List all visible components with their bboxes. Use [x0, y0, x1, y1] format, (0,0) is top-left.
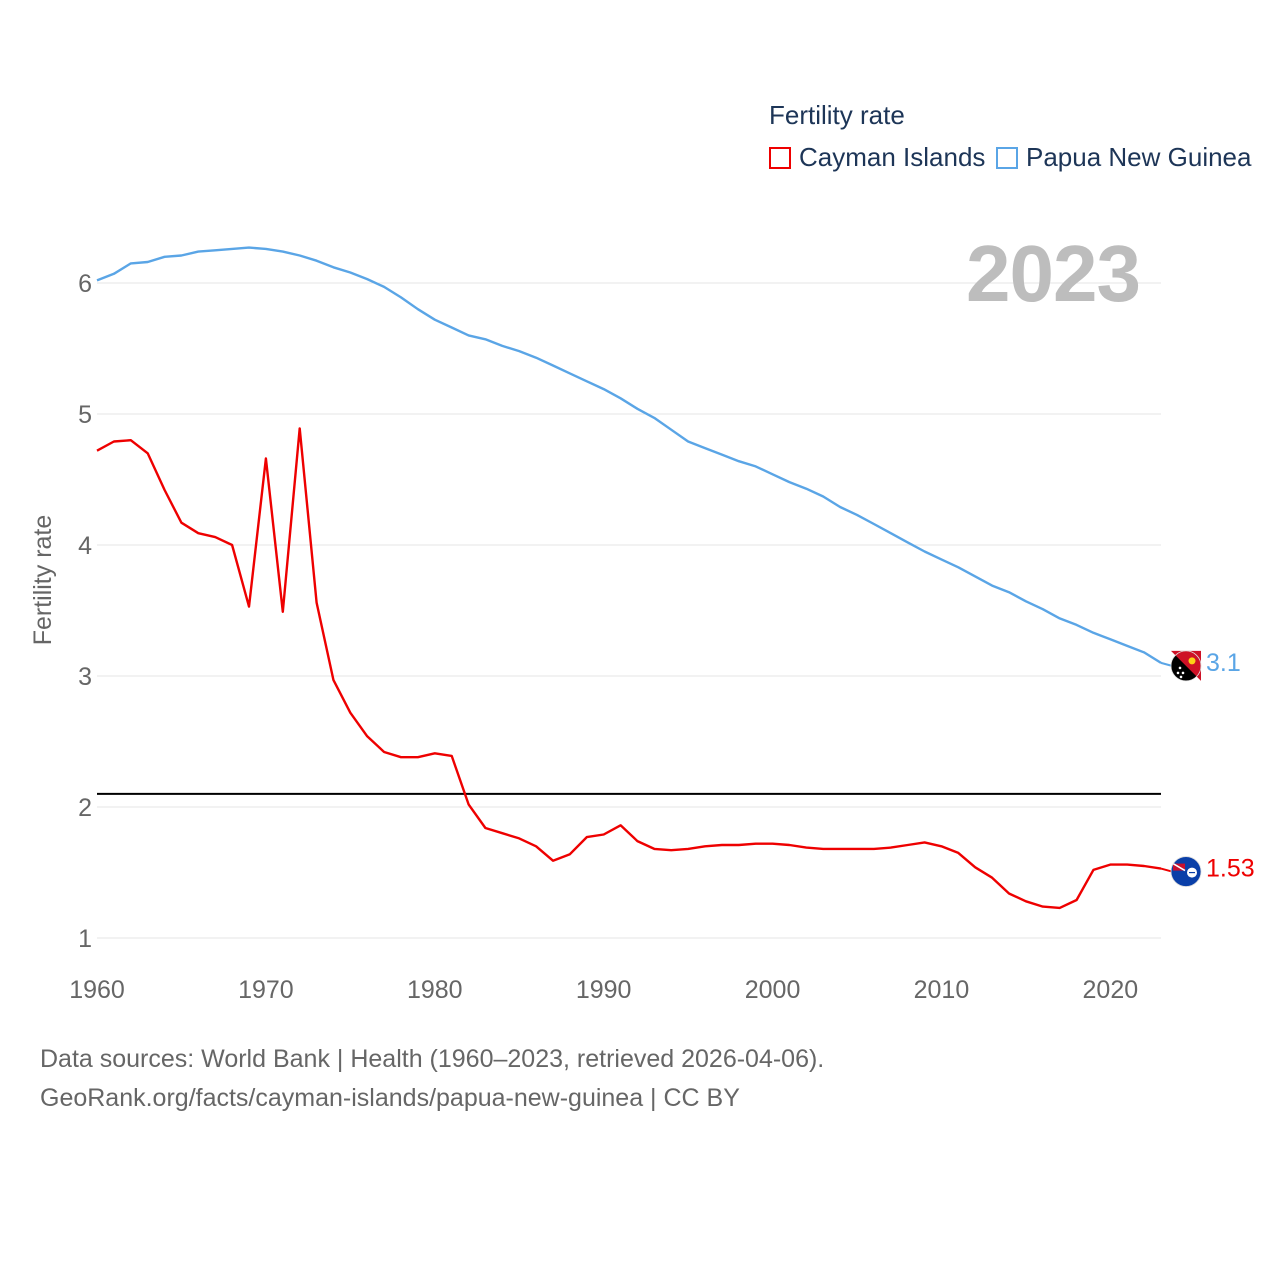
y-tick-label-5: 5	[78, 401, 92, 429]
flag-png-star-1	[1181, 671, 1185, 675]
flag-png-star-3	[1179, 675, 1183, 679]
flag-png-star-0	[1178, 666, 1182, 670]
x-tick-label-2010: 2010	[914, 976, 970, 1004]
y-axis-label: Fertility rate	[29, 515, 57, 646]
flag-outline	[1170, 856, 1202, 887]
legend-title: Fertility rate	[769, 100, 905, 130]
x-tick-label-2000: 2000	[745, 976, 801, 1004]
legend-item-papua-new-guinea[interactable]: Papua New Guinea	[996, 142, 1251, 173]
axis-ticks: 1 2 3 4 5 6 1960 1970 1980 1990 2000 2010 2020	[69, 270, 1138, 1004]
flag-cayman-islands-icon	[1170, 856, 1202, 887]
series-line-cayman-islands	[96, 427, 1162, 910]
y-tick-label-2: 2	[78, 794, 92, 822]
legend-swatch-papua-new-guinea	[996, 146, 1018, 169]
grid-lines	[97, 282, 1161, 939]
end-connector-cayman-islands	[1160, 867, 1173, 873]
y-tick-label-6: 6	[78, 270, 92, 298]
flag-png-star-2	[1176, 671, 1180, 675]
x-tick-label-1970: 1970	[238, 976, 294, 1004]
series-line-papua-new-guinea	[96, 246, 1162, 664]
flag-png-bird	[1188, 657, 1196, 665]
legend-label-cayman-islands: Cayman Islands	[799, 142, 986, 172]
series-lines	[96, 246, 1162, 910]
x-tick-label-1990: 1990	[576, 976, 632, 1004]
flag-outline	[1170, 650, 1202, 682]
footer-link[interactable]: GeoRank.org/facts/cayman-islands/papua-n…	[40, 1084, 740, 1112]
legend-swatch-cayman-islands	[769, 146, 791, 169]
legend-label-papua-new-guinea: Papua New Guinea	[1026, 142, 1252, 172]
x-tick-label-1960: 1960	[69, 976, 125, 1004]
y-tick-label-4: 4	[78, 532, 92, 560]
legend-item-cayman-islands[interactable]: Cayman Islands	[769, 142, 985, 173]
end-connector-papua-new-guinea	[1160, 661, 1173, 667]
footer-source: Data sources: World Bank | Health (1960–…	[40, 1045, 825, 1073]
x-tick-label-1980: 1980	[407, 976, 463, 1004]
y-tick-label-3: 3	[78, 663, 92, 691]
end-value-label-cayman-islands: 1.53	[1206, 855, 1255, 883]
flag-ky-saltire	[1172, 862, 1186, 872]
end-value-label-papua-new-guinea: 3.1	[1206, 649, 1241, 677]
year-label: 2023	[966, 229, 1141, 318]
end-markers: 1.53 3.1	[1160, 649, 1255, 887]
x-tick-label-2020: 2020	[1083, 976, 1139, 1004]
y-tick-label-1: 1	[78, 925, 92, 953]
flag-papua-new-guinea-icon	[1170, 650, 1202, 682]
